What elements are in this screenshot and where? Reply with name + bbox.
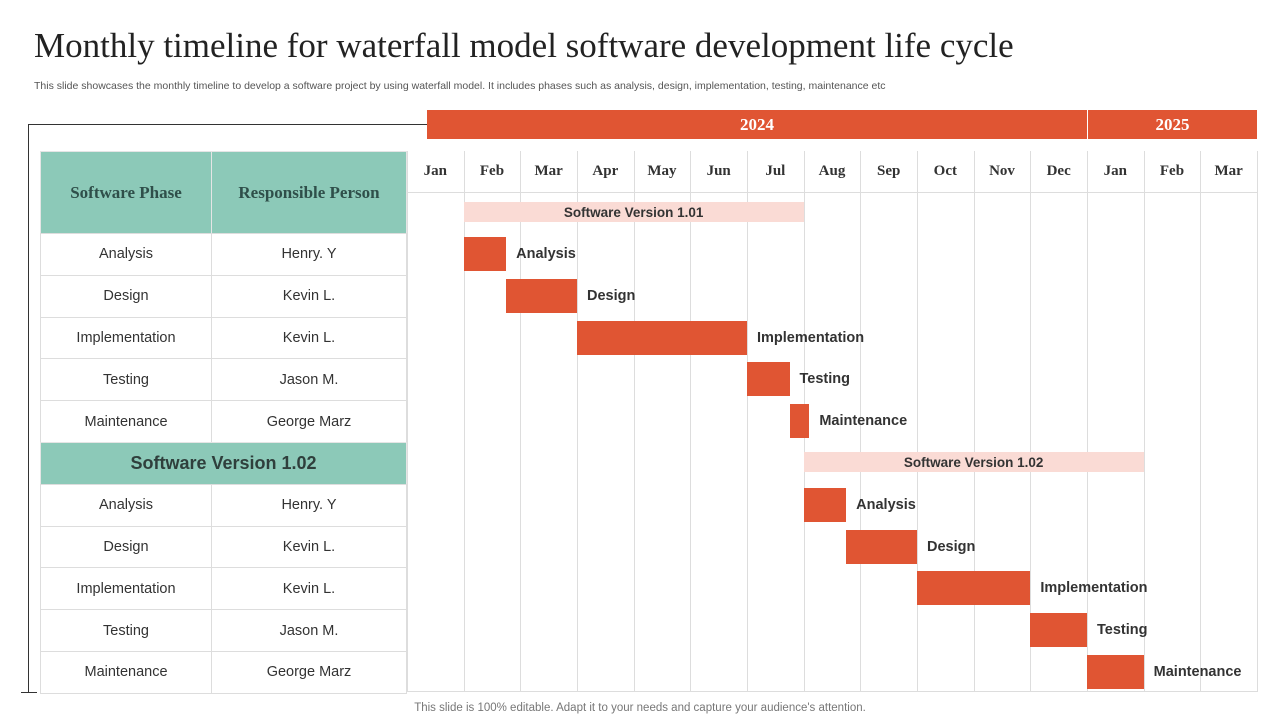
person-cell: George Marz: [211, 400, 407, 443]
task-bar-implementation: [917, 571, 1031, 606]
month-header-line: [407, 192, 1257, 193]
person-cell: Kevin L.: [211, 525, 407, 569]
task-label: Design: [927, 538, 976, 555]
month-gridline: [577, 151, 578, 692]
bracket-line-left: [28, 124, 29, 693]
month-label: Apr: [592, 163, 619, 179]
task-label: Testing: [1097, 622, 1148, 639]
version-header: Software Version 1.02: [40, 442, 407, 485]
phase-cell: Design: [40, 274, 212, 318]
header-software-phase: Software Phase: [40, 151, 212, 234]
task-bar-maintenance: [1087, 655, 1144, 689]
version-band: Software Version 1.02: [803, 452, 1144, 472]
phase-cell: Analysis: [40, 233, 212, 276]
month-label: Oct: [933, 163, 957, 179]
month-label: Jun: [706, 163, 731, 179]
task-label: Testing: [799, 371, 850, 388]
month-gridline: [747, 151, 748, 692]
page-subtitle: This slide showcases the monthly timelin…: [34, 80, 886, 92]
month-label: May: [647, 163, 677, 179]
bracket-line-bottom: [21, 692, 37, 693]
month-label: Aug: [818, 163, 846, 179]
person-cell: Jason M.: [211, 358, 407, 402]
year-header: 2025: [1088, 110, 1257, 139]
month-label: Jul: [765, 163, 786, 179]
month-label: Jan: [1103, 163, 1127, 179]
month-label: Jan: [423, 163, 447, 179]
task-label: Maintenance: [1153, 664, 1242, 680]
task-label: Analysis: [856, 496, 916, 513]
header-responsible-person: Responsible Person: [211, 151, 407, 234]
person-cell: Jason M.: [211, 609, 407, 652]
month-gridline: [1143, 151, 1145, 692]
person-cell: George Marz: [211, 651, 407, 694]
month-label: Mar: [1214, 163, 1243, 179]
month-gridline: [917, 151, 918, 692]
month-gridline: [1087, 151, 1088, 692]
phase-cell: Testing: [40, 609, 212, 652]
month-label: Feb: [1159, 163, 1185, 179]
version-band: Software Version 1.01: [463, 202, 804, 222]
task-bar-analysis: [463, 237, 507, 271]
phase-cell: Maintenance: [40, 651, 212, 694]
person-cell: Kevin L.: [211, 316, 407, 360]
month-label: Feb: [479, 163, 505, 179]
year-header: 2024: [427, 110, 1087, 139]
task-bar-implementation: [577, 320, 747, 355]
phase-cell: Implementation: [40, 316, 212, 360]
task-bar-analysis: [803, 487, 847, 522]
month-gridline: [1200, 151, 1202, 692]
task-bar-testing: [1030, 613, 1087, 648]
task-label: Implementation: [1040, 580, 1148, 597]
phase-cell: Implementation: [40, 567, 212, 611]
phase-cell: Maintenance: [40, 400, 212, 443]
phase-cell: Testing: [40, 358, 212, 402]
month-gridline: [1030, 151, 1032, 692]
phase-cell: Design: [40, 525, 212, 569]
month-label: Sep: [876, 163, 901, 179]
person-cell: Kevin L.: [211, 567, 407, 611]
month-gridline: [633, 151, 635, 692]
month-gridline: [1257, 151, 1258, 692]
month-label: Dec: [1046, 163, 1071, 179]
person-cell: Henry. Y: [211, 483, 407, 527]
chart-bottom-line: [407, 691, 1257, 692]
task-label: Design: [587, 287, 636, 304]
task-bar-design: [846, 529, 917, 564]
month-gridline: [520, 151, 522, 692]
page-title: Monthly timeline for waterfall model sof…: [34, 26, 1014, 65]
phase-cell: Analysis: [40, 483, 212, 527]
task-bar-maintenance: [789, 404, 810, 439]
month-gridline: [463, 151, 465, 692]
task-bar-testing: [747, 362, 790, 397]
person-cell: Kevin L.: [211, 274, 407, 318]
task-label: Implementation: [757, 329, 865, 346]
task-label: Analysis: [516, 246, 576, 262]
month-label: Nov: [989, 163, 1015, 179]
month-gridline: [690, 151, 692, 692]
footer-note: This slide is 100% editable. Adapt it to…: [414, 702, 866, 714]
month-label: Mar: [534, 163, 563, 179]
person-cell: Henry. Y: [211, 233, 407, 276]
bracket-line-top: [28, 124, 427, 125]
task-label: Maintenance: [819, 413, 908, 430]
month-gridline: [407, 151, 408, 692]
month-gridline: [860, 151, 862, 692]
task-bar-design: [506, 278, 577, 313]
month-gridline: [973, 151, 975, 692]
